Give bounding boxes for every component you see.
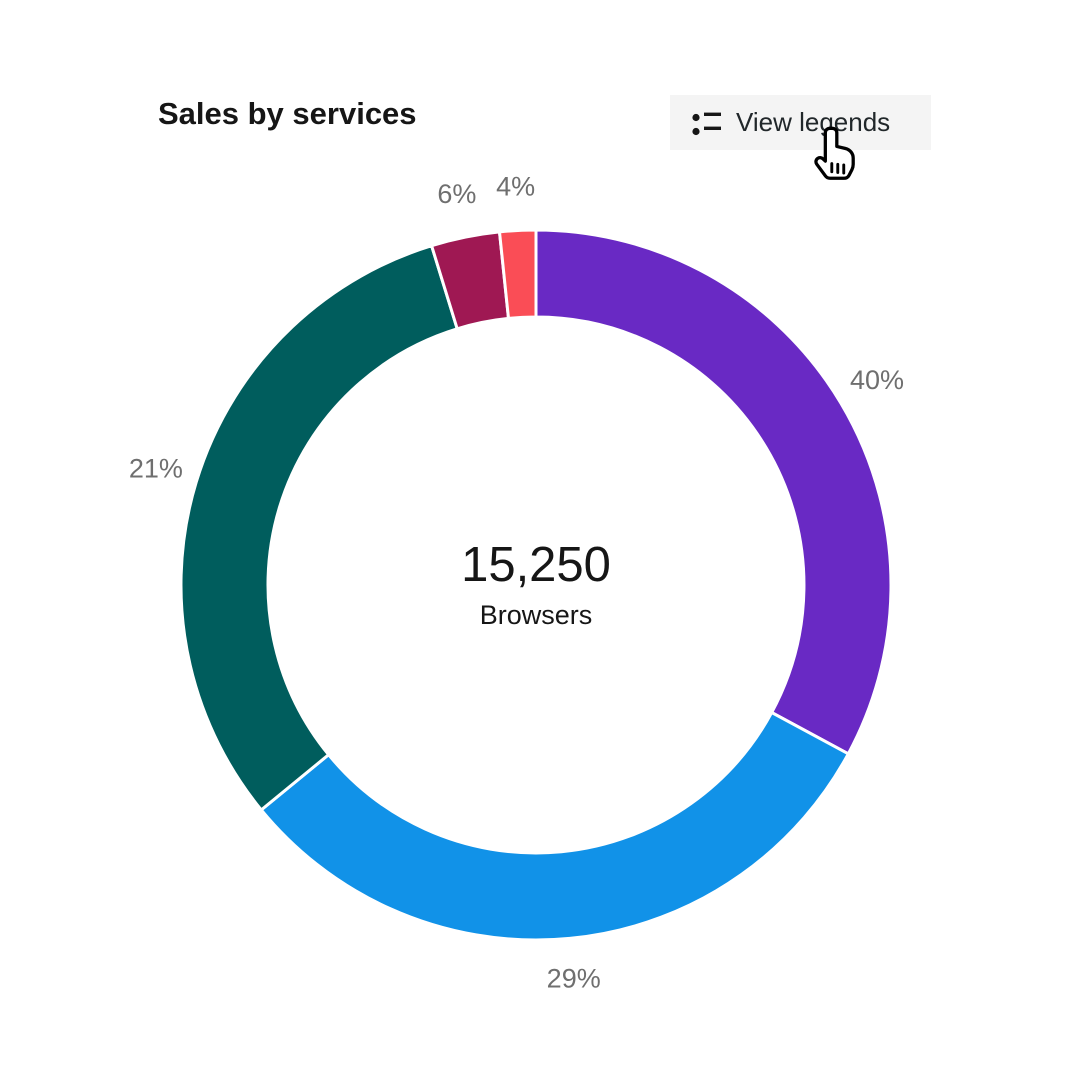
slice-percent-label: 4% bbox=[496, 172, 535, 202]
legend-list-icon bbox=[692, 112, 721, 136]
view-legends-label: View legends bbox=[736, 107, 891, 137]
donut-slice-29pct[interactable] bbox=[259, 710, 851, 942]
view-legends-button[interactable]: View legends bbox=[670, 95, 931, 150]
donut-slice-21pct[interactable] bbox=[179, 243, 460, 813]
donut-slice-4pct[interactable] bbox=[497, 228, 538, 321]
slice-percent-label: 21% bbox=[129, 453, 183, 483]
chart-title: Sales by services bbox=[158, 96, 417, 131]
slice-percent-label: 6% bbox=[437, 179, 476, 209]
slice-percent-label: 29% bbox=[547, 963, 601, 993]
donut-slice-40pct[interactable] bbox=[534, 228, 893, 756]
slice-percent-label: 40% bbox=[850, 365, 904, 395]
